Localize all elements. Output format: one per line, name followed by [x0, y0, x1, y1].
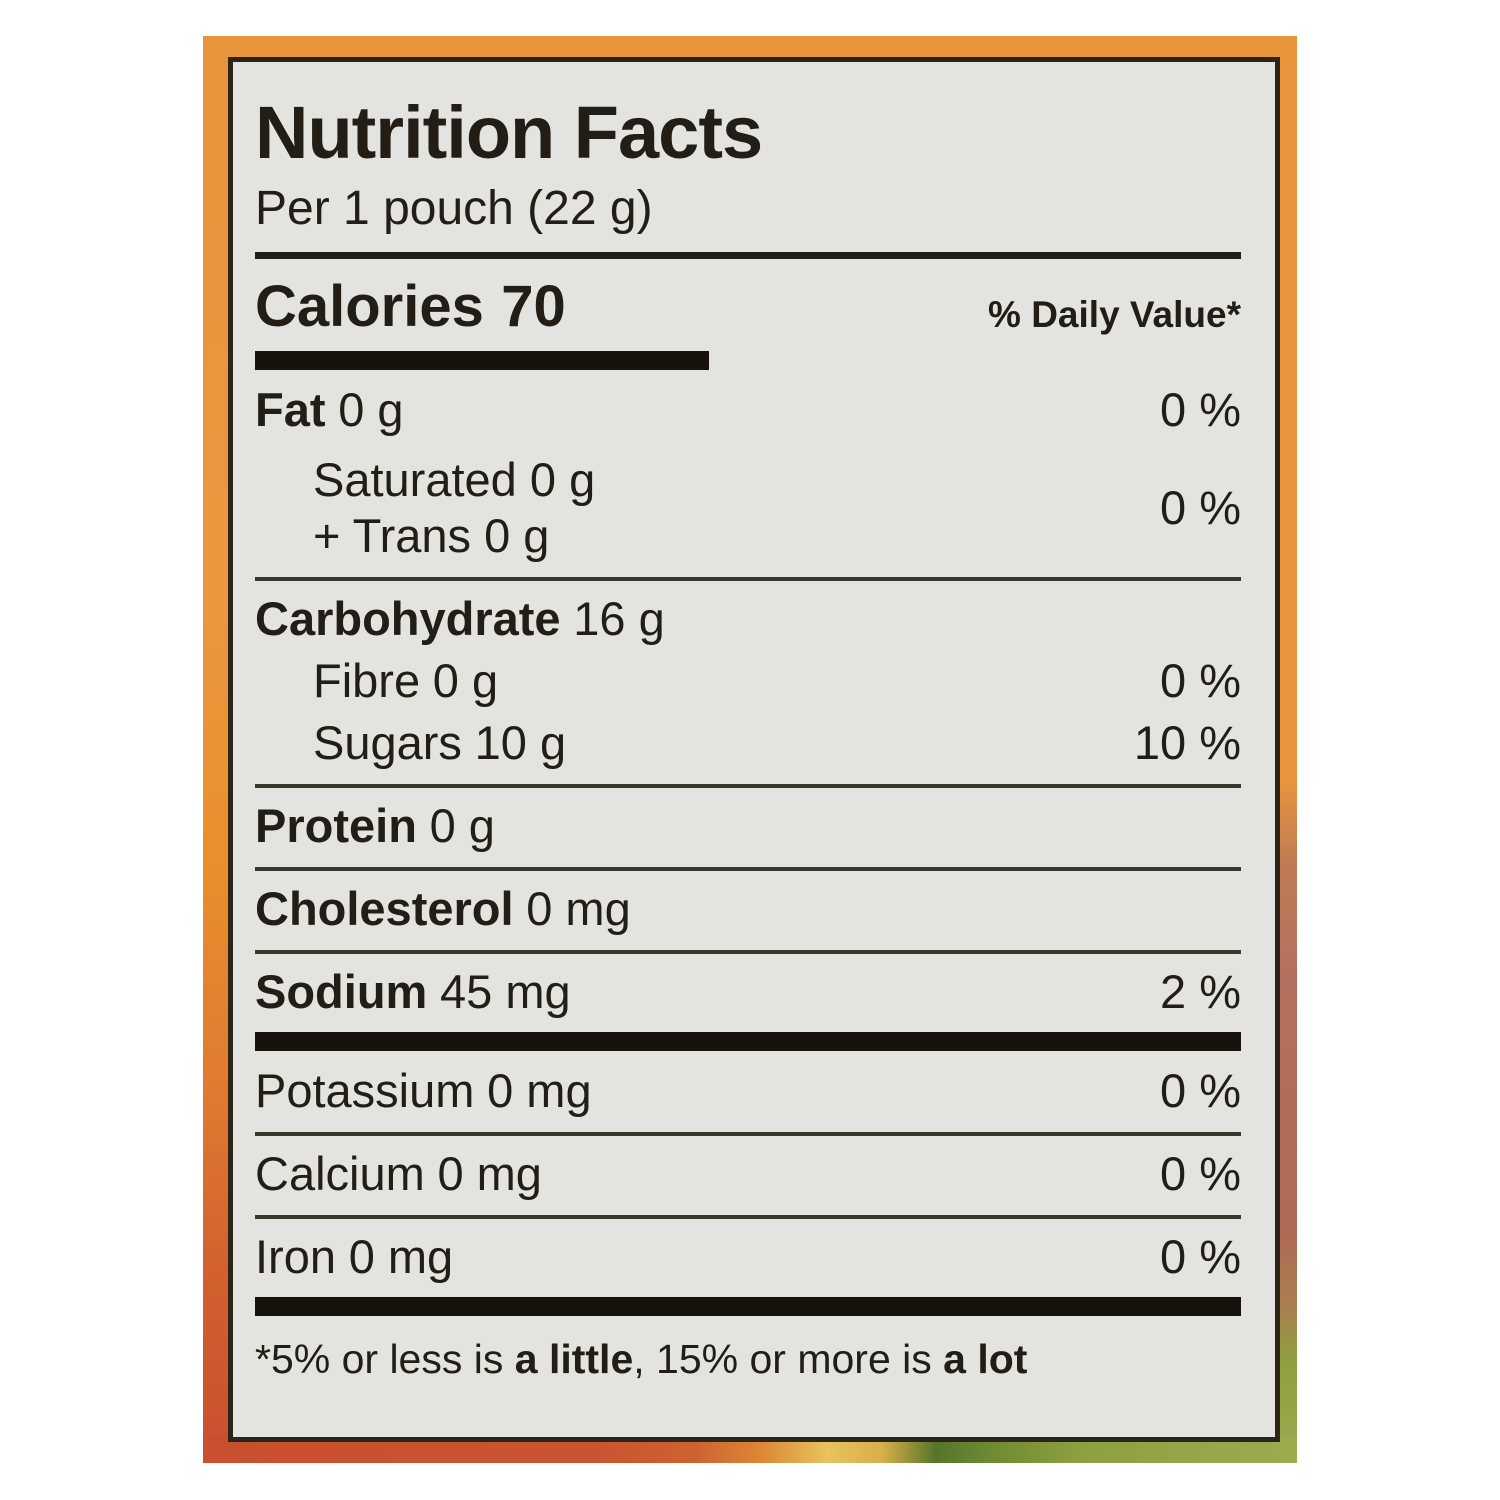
calories: Calories 70	[255, 273, 566, 341]
nutrient-row-iron: Iron 0 mg 0 %	[255, 1219, 1241, 1285]
nutrient-amount: 0 mg	[348, 1230, 454, 1283]
section-divider	[255, 867, 1241, 871]
calories-value: 70	[501, 274, 566, 339]
section-divider	[255, 577, 1241, 581]
nutrient-text: Calcium 0 mg	[255, 1146, 542, 1202]
daily-value: 10 %	[1133, 716, 1241, 769]
nutrient-name: Potassium	[255, 1064, 475, 1117]
nutrient-name: Sodium	[255, 965, 428, 1018]
nutrient-amount: 10 g	[474, 716, 567, 769]
package-art-left	[203, 36, 232, 1463]
nutrient-row-carbohydrate: Carbohydrate 16 g	[255, 581, 1241, 647]
nutrient-row-calcium: Calcium 0 mg 0 %	[255, 1136, 1241, 1202]
nutrient-amount: 0 g	[429, 799, 495, 852]
footer-separator-bar	[255, 1297, 1241, 1316]
sodium-separator-bar	[255, 1032, 1241, 1051]
daily-value: 0 %	[1160, 1230, 1241, 1283]
footnote: *5% or less is a little, 15% or more is …	[255, 1334, 1241, 1384]
nutrient-text: Cholesterol 0 mg	[255, 881, 631, 937]
footnote-a-lot: a lot	[943, 1336, 1028, 1382]
nutrient-text: Saturated 0 g + Trans 0 g	[255, 452, 595, 564]
nutrient-text: Protein 0 g	[255, 798, 495, 854]
nutrient-text: Sugars 10 g	[255, 715, 566, 771]
nutrient-name: Calcium	[255, 1147, 425, 1200]
section-divider	[255, 1215, 1241, 1219]
section-divider	[255, 784, 1241, 788]
nutrient-text: Iron 0 mg	[255, 1229, 453, 1285]
daily-value: 0 %	[1160, 1064, 1241, 1117]
nutrient-name: Iron	[255, 1230, 336, 1283]
nutrient-text: Fat 0 g	[255, 382, 404, 438]
calories-separator-bar	[255, 351, 709, 370]
serving-size: Per 1 pouch (22 g)	[255, 182, 653, 235]
daily-value: 2 %	[1160, 965, 1241, 1018]
footnote-text: *5% or less is	[255, 1336, 515, 1382]
nutrient-name: Cholesterol	[255, 882, 514, 935]
nutrient-amount: 16 g	[573, 592, 665, 645]
section-divider	[255, 1132, 1241, 1136]
nutrient-name: Carbohydrate	[255, 592, 561, 645]
nutrient-amount: 0 mg	[526, 882, 631, 935]
serving-divider	[255, 252, 1241, 259]
nutrient-row-sugars: Sugars 10 g 10 %	[255, 709, 1241, 771]
nutrient-amount: 0 mg	[437, 1147, 542, 1200]
package-background: Nutrition Facts Per 1 pouch (22 g) Calor…	[203, 36, 1297, 1463]
daily-value-header: % Daily Value*	[988, 294, 1241, 335]
saturated-line: Saturated 0 g	[313, 453, 596, 506]
nutrient-text: Sodium 45 mg	[255, 964, 571, 1020]
trans-line: + Trans 0 g	[313, 509, 550, 562]
nutrient-name: Fat	[255, 383, 326, 436]
calories-row: Calories 70 % Daily Value*	[255, 273, 1241, 341]
footnote-text: , 15% or more is	[633, 1336, 944, 1382]
nutrient-row-potassium: Potassium 0 mg 0 %	[255, 1051, 1241, 1119]
nutrient-name: Fibre	[313, 654, 421, 707]
daily-value: 0 %	[1160, 1147, 1241, 1200]
nutrient-row-fibre: Fibre 0 g 0 %	[255, 647, 1241, 709]
nutrient-row-protein: Protein 0 g	[255, 788, 1241, 854]
nutrient-amount: 0 g	[432, 654, 499, 707]
nutrient-row-saturated-trans: Saturated 0 g + Trans 0 g 0 %	[255, 438, 1241, 564]
nutrient-amount: 45 mg	[440, 965, 571, 1018]
calories-label: Calories	[255, 274, 484, 339]
daily-value: 0 %	[1160, 383, 1241, 436]
label-content: Nutrition Facts Per 1 pouch (22 g) Calor…	[233, 62, 1275, 1437]
daily-value: 0 %	[1160, 654, 1241, 707]
footnote-a-little: a little	[514, 1336, 634, 1382]
nutrient-text: Carbohydrate 16 g	[255, 591, 665, 647]
section-divider	[255, 950, 1241, 954]
nutrient-text: Potassium 0 mg	[255, 1063, 592, 1119]
nutrition-facts-label: Nutrition Facts Per 1 pouch (22 g) Calor…	[228, 57, 1280, 1442]
daily-value: 0 %	[1160, 481, 1241, 534]
nutrient-row-fat: Fat 0 g 0 %	[255, 370, 1241, 438]
nutrient-text: Fibre 0 g	[255, 653, 498, 709]
nutrient-amount: 0 mg	[487, 1064, 592, 1117]
nutrition-title: Nutrition Facts	[255, 91, 763, 174]
package-art-right	[1275, 36, 1297, 1463]
nutrient-amount: 0 g	[338, 383, 404, 436]
nutrient-name: Sugars	[313, 716, 462, 769]
nutrient-row-sodium: Sodium 45 mg 2 %	[255, 954, 1241, 1020]
nutrient-name: Protein	[255, 799, 417, 852]
nutrient-row-cholesterol: Cholesterol 0 mg	[255, 871, 1241, 937]
